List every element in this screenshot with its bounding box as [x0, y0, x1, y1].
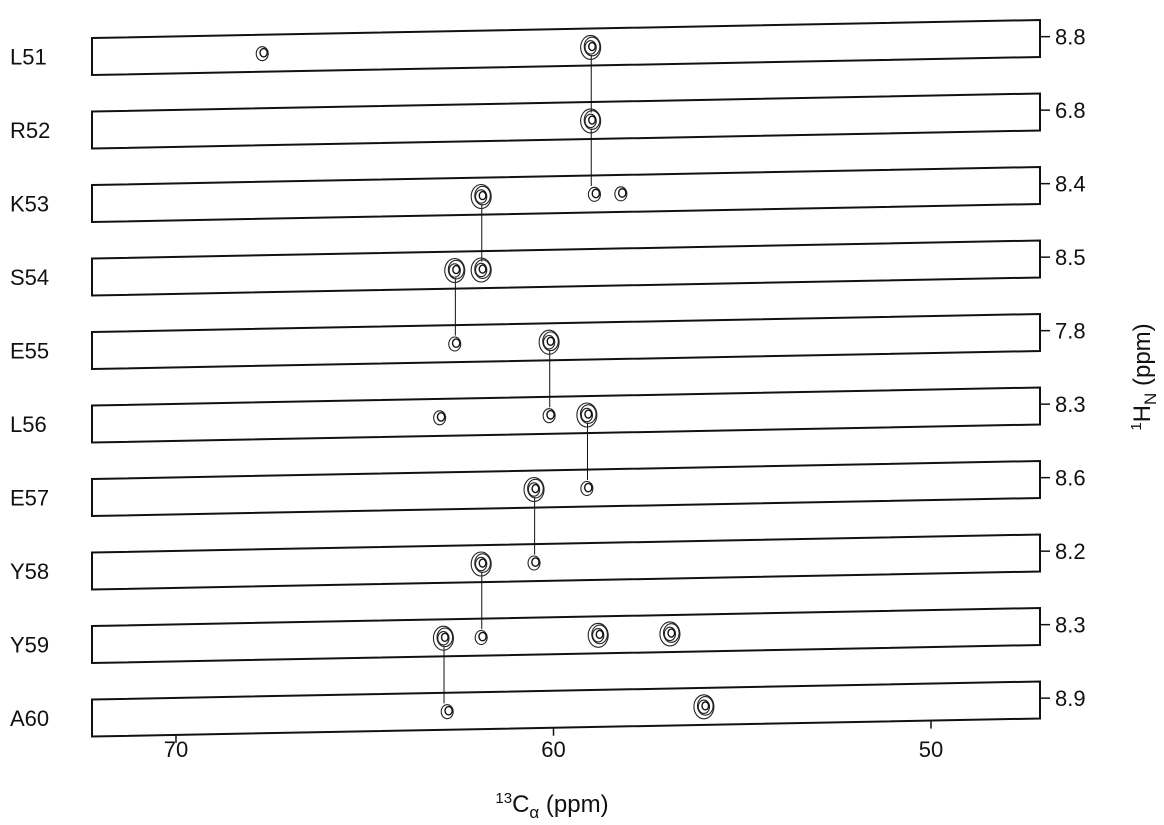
- residue-label: L56: [10, 412, 47, 437]
- residue-label: L51: [10, 45, 47, 70]
- residue-label: K53: [10, 192, 49, 217]
- strips-layer: L51 8.8 R52 6.8 K53 8.4 S54 8.5 E55 7.8 L56 8.3 E57 8…: [10, 18, 1086, 738]
- x-tick-label: 70: [164, 737, 188, 762]
- peak-y59: [474, 629, 488, 646]
- strip-y58: [91, 533, 1041, 591]
- strip-r52: [91, 92, 1041, 150]
- hn-shift-label: 8.4: [1055, 172, 1086, 197]
- peak-l56: [576, 402, 598, 428]
- residue-label: A60: [10, 706, 49, 731]
- peak-e55: [448, 336, 462, 352]
- hn-shift-label: 8.9: [1055, 686, 1086, 711]
- peak-l51: [580, 34, 602, 60]
- peak-y58: [470, 551, 492, 577]
- peak-y58: [527, 555, 541, 571]
- y-axis-title: 1HN (ppm): [1128, 323, 1160, 430]
- strip-e55: [91, 312, 1041, 371]
- residue-label: Y58: [10, 559, 49, 584]
- x-tick-label: 60: [541, 737, 565, 762]
- residue-label: S54: [10, 265, 49, 290]
- x-axis: 70 60 50: [164, 720, 943, 762]
- peak-k53: [470, 183, 492, 210]
- y-axis-title-isotope: 1: [1128, 422, 1145, 430]
- peak-s54: [444, 257, 466, 284]
- strip-e57: [91, 459, 1041, 518]
- residue-label: Y59: [10, 633, 49, 658]
- peak-a60: [693, 694, 715, 720]
- y-axis-title-nucleus: H: [1129, 405, 1156, 422]
- residue-label: E55: [10, 339, 49, 364]
- x-tick-label: 50: [919, 737, 943, 762]
- strip-l56: [91, 386, 1041, 444]
- peak-l56: [433, 410, 447, 426]
- residue-label: E57: [10, 486, 49, 511]
- x-axis-title: 13Cα (ppm): [495, 790, 608, 822]
- peak-k53: [614, 186, 628, 202]
- peak-a60: [440, 704, 454, 720]
- hn-shift-label: 8.8: [1055, 25, 1086, 50]
- strip-l51: [91, 18, 1041, 77]
- hn-shift-label: 8.5: [1055, 245, 1086, 270]
- x-axis-title-subscript: α: [529, 803, 539, 822]
- connectivity-lines: [443, 55, 592, 704]
- peak-l51: [255, 46, 269, 62]
- residue-label: R52: [10, 118, 50, 143]
- peaks-layer: [255, 34, 715, 720]
- x-axis-title-unit: (ppm): [539, 791, 608, 818]
- hn-shift-label: 8.3: [1055, 613, 1086, 638]
- peak-e55: [538, 329, 560, 355]
- x-axis-title-isotope: 13: [495, 790, 512, 807]
- hn-shift-label: 8.6: [1055, 466, 1086, 491]
- peak-y59: [587, 622, 609, 648]
- hn-shift-label: 8.2: [1055, 539, 1086, 564]
- peak-l56: [542, 408, 556, 424]
- strip-a60: [91, 680, 1041, 738]
- peak-y59: [432, 625, 454, 651]
- hn-shift-label: 8.3: [1055, 392, 1086, 417]
- peak-y59: [659, 621, 681, 647]
- hn-shift-label: 7.8: [1055, 319, 1086, 344]
- strip-y59: [91, 606, 1041, 665]
- peak-r52: [580, 108, 602, 134]
- peak-e57: [580, 480, 594, 497]
- y-axis-title-unit: (ppm): [1129, 323, 1156, 392]
- peak-e57: [523, 476, 545, 503]
- peak-s54: [470, 257, 492, 283]
- hn-shift-label: 6.8: [1055, 98, 1086, 123]
- strip-k53: [91, 165, 1041, 224]
- peak-k53: [587, 186, 601, 202]
- y-axis-title-subscript: N: [1141, 393, 1160, 405]
- x-axis-title-nucleus: C: [512, 791, 529, 818]
- strip-s54: [91, 239, 1041, 297]
